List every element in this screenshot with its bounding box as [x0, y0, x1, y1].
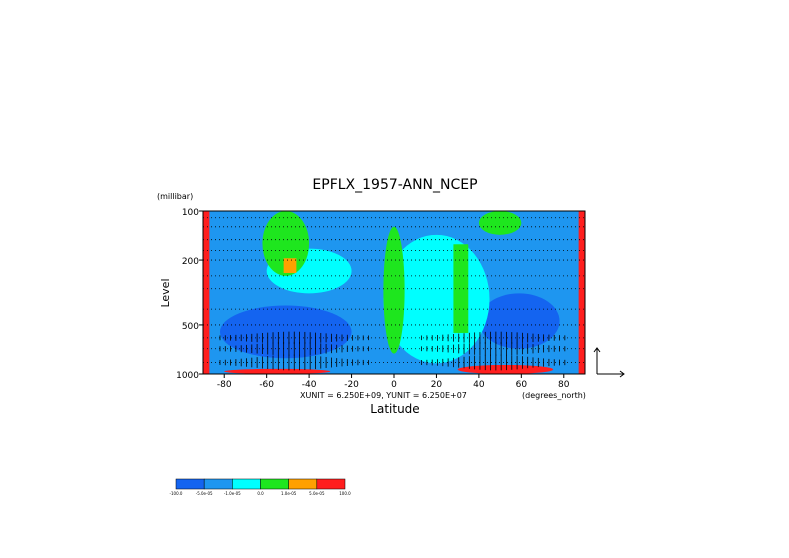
- region-2: [478, 293, 560, 349]
- colorbar-swatch: [288, 478, 318, 490]
- filled-regions: [203, 211, 585, 374]
- colorbar-swatch: [316, 478, 346, 490]
- colorbar-swatch: [175, 478, 205, 490]
- region-5: [262, 211, 310, 276]
- region-8: [478, 211, 522, 235]
- colorbar-label: -1.0e-05: [224, 491, 241, 496]
- colorbar: -100.0 -5.0e-05 -1.0e-05 0.0 1.0e-05 5.0e-05 1…: [170, 478, 351, 496]
- colorbar-label: -100.0: [170, 491, 183, 496]
- x-axis-label: Latitude: [370, 402, 419, 416]
- plot-area: -80 -60 -40 -20 0 20 40 60 80 100 200 500 1000: [176, 208, 586, 390]
- colorbar-label: 0.0: [257, 491, 264, 496]
- vector-field: [219, 331, 566, 371]
- colorbar-label: 100.0: [339, 491, 351, 496]
- x-tick-label: 40: [473, 380, 485, 390]
- region-6: [383, 226, 405, 354]
- colorbar-swatch: [260, 478, 289, 490]
- region-10: [203, 211, 210, 374]
- colorbar-swatch: [232, 478, 261, 490]
- colorbar-label: 1.0e-05: [281, 491, 297, 496]
- reference-vector: [593, 347, 625, 378]
- region-1: [219, 305, 352, 359]
- region-7: [453, 244, 469, 333]
- colorbar-label: 5.0e-05: [309, 491, 325, 496]
- colorbar-swatch: [203, 478, 233, 490]
- x-tick-label: 0: [391, 380, 397, 390]
- region-9: [283, 258, 297, 273]
- x-tick-label: 60: [516, 380, 528, 390]
- x-tick-label: -20: [344, 380, 359, 390]
- y-tick-label: 500: [182, 322, 199, 332]
- y-tick-label: 200: [182, 257, 199, 267]
- scale-text: XUNIT = 6.250E+09, YUNIT = 6.250E+07: [300, 391, 467, 400]
- region-12: [224, 368, 331, 374]
- region-13: [457, 364, 554, 374]
- x-tick-label: 20: [431, 380, 443, 390]
- region-11: [578, 211, 585, 374]
- x-tick-label: -60: [259, 380, 274, 390]
- x-unit-label: (degrees_north): [522, 391, 586, 400]
- x-tick-label: -40: [302, 380, 317, 390]
- y-axis-label: Level: [159, 278, 172, 307]
- y-tick-label: 1000: [176, 371, 199, 381]
- x-tick-label: -80: [217, 380, 232, 390]
- colorbar-label: -5.0e-05: [196, 491, 213, 496]
- chart-title: EPFLX_1957-ANN_NCEP: [312, 177, 477, 193]
- y-tick-label: 100: [182, 208, 199, 218]
- x-tick-label: 80: [558, 380, 570, 390]
- y-unit-label: (millibar): [157, 192, 193, 201]
